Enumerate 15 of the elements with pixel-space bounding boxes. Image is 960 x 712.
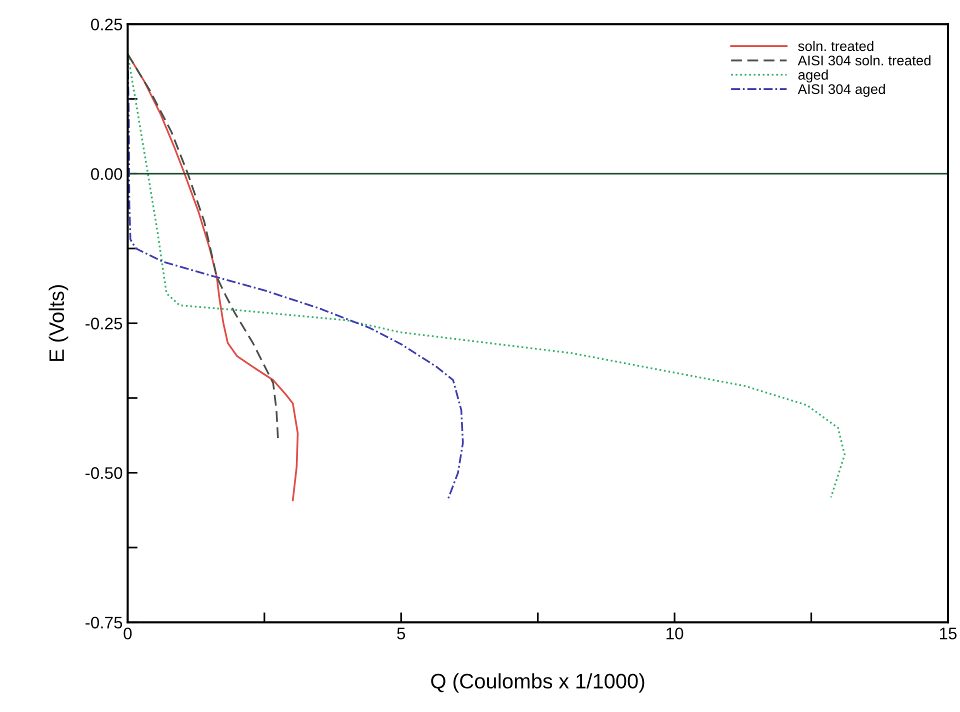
y-tick-label: -0.75 xyxy=(86,616,122,628)
legend-label: AISI 304 soln. treated xyxy=(798,55,930,66)
x-tick-label: 10 xyxy=(666,628,684,640)
y-axis-title: E (Volts) xyxy=(48,285,68,361)
y-tick-label: -0.25 xyxy=(86,318,122,330)
x-axis-title: Q (Coulombs x 1/1000) xyxy=(431,673,644,693)
legend-label: soln. treated xyxy=(798,40,874,52)
x-tick-label: 0 xyxy=(124,628,132,640)
y-tick-label: 0.25 xyxy=(91,18,122,30)
legend-label: aged xyxy=(798,70,828,82)
legend-label: AISI 304 aged xyxy=(798,84,885,97)
y-tick-label: -0.50 xyxy=(86,467,122,479)
x-tick-label: 5 xyxy=(397,628,406,640)
x-tick-label: 15 xyxy=(940,628,957,640)
y-tick-label: 0.00 xyxy=(91,168,122,180)
